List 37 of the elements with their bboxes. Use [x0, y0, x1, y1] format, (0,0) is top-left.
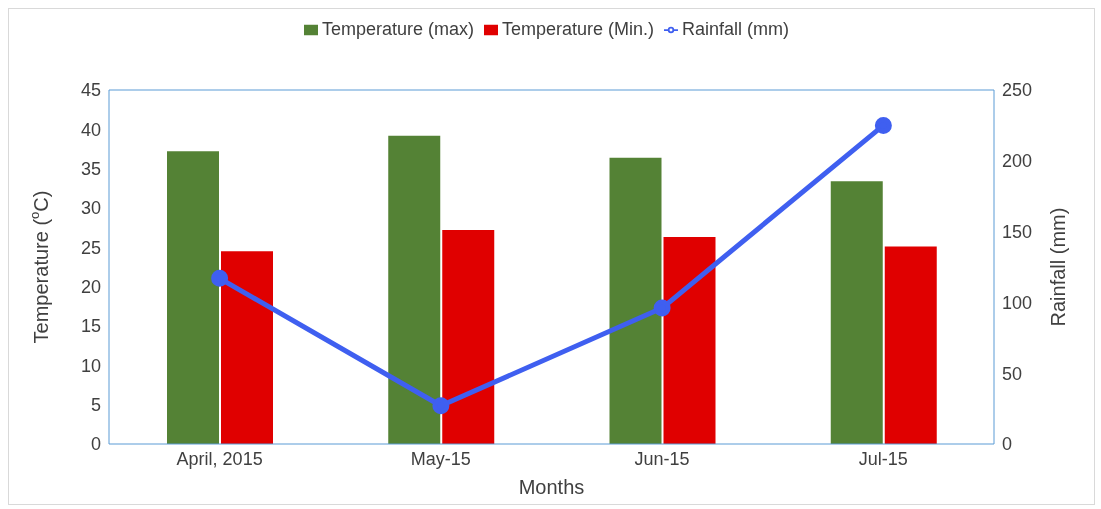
y-tick-label: 5: [90, 395, 101, 416]
x-tick-label: May-15: [410, 448, 471, 469]
y-tick-label: 20: [80, 277, 101, 298]
bar: [884, 246, 937, 444]
y2-axis-title: Rainfall (mm): [1047, 207, 1070, 327]
bar: [830, 181, 883, 444]
y2-tick-label: 200: [1002, 151, 1033, 172]
x-tick-label: Jun-15: [634, 448, 690, 469]
x-tick-label: Jul-15: [858, 448, 908, 469]
y-tick-label: 35: [80, 159, 101, 180]
point: [874, 116, 892, 134]
y-tick-label: 40: [80, 119, 101, 140]
bar: [609, 157, 662, 444]
y-tick-label: 45: [80, 80, 101, 101]
point: [653, 299, 671, 317]
bar: [663, 237, 716, 444]
y2-tick-label: 0: [1002, 434, 1013, 455]
y-tick-label: 25: [80, 237, 101, 258]
y-tick-label: 15: [80, 316, 101, 337]
bar: [388, 135, 441, 444]
y-tick-label: 0: [90, 434, 101, 455]
x-axis-title: Months: [518, 476, 585, 498]
point: [432, 397, 450, 415]
point: [211, 269, 229, 287]
legend-label: Temperature (max): [321, 19, 474, 39]
legend-label: Temperature (Min.): [501, 19, 655, 39]
y2-tick-label: 250: [1002, 80, 1033, 101]
y2-tick-label: 50: [1002, 363, 1023, 384]
legend-label: Rainfall (mm): [682, 19, 790, 39]
bar: [221, 251, 273, 444]
bar: [442, 230, 495, 444]
y2-tick-label: 150: [1002, 221, 1033, 242]
y-tick-label: 30: [80, 198, 101, 219]
bar: [167, 151, 219, 444]
y-tick-label: 10: [80, 355, 101, 376]
x-tick-label: April, 2015: [176, 448, 263, 469]
y2-tick-label: 100: [1002, 292, 1033, 313]
